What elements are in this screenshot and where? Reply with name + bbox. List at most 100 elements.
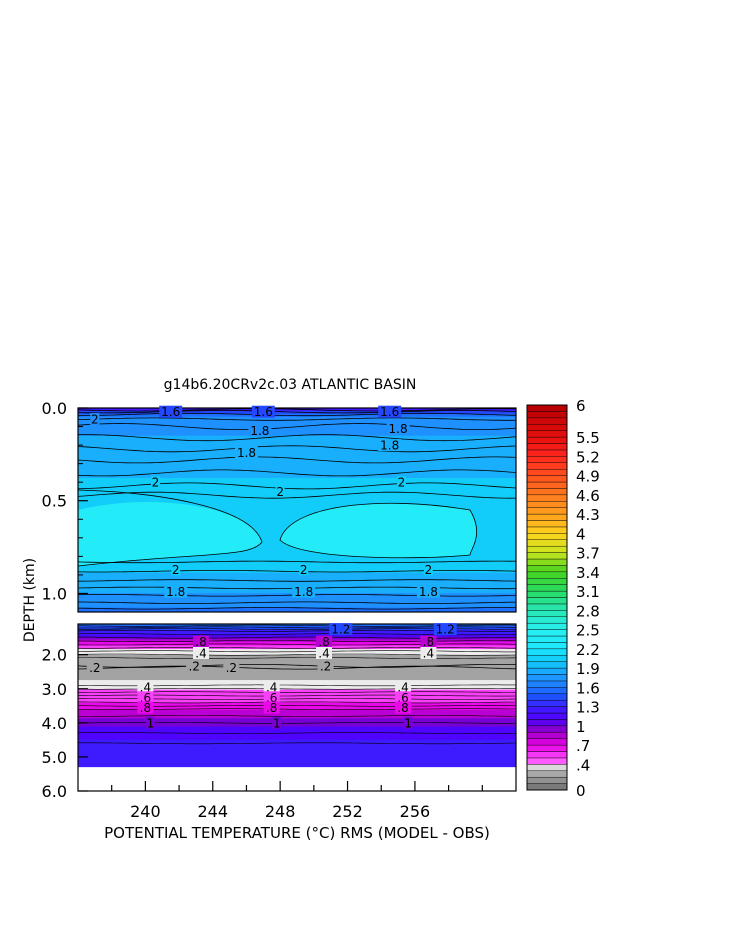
contour-label-bg <box>251 405 275 418</box>
colorbar-swatch <box>526 475 568 483</box>
y-axis-label: DEPTH (km) <box>22 558 38 642</box>
contour-label: .8 <box>266 701 277 715</box>
contour-label-bg <box>423 563 433 576</box>
contour-label: .4 <box>318 647 329 661</box>
contour-label-bg <box>248 424 272 437</box>
contour-label: 2 <box>172 563 180 577</box>
colorbar-swatch <box>526 751 568 759</box>
x-tick-label: 244 <box>197 802 228 821</box>
contour-label-bg <box>386 422 410 435</box>
colorbar-tick-label: 2.2 <box>576 641 600 659</box>
contour-label: 2 <box>152 476 160 490</box>
contour-label: 1.8 <box>380 439 399 453</box>
colorbar-tick-label: 1.9 <box>576 660 600 678</box>
colorbar-swatch <box>526 584 568 592</box>
colorbar-swatch <box>526 404 568 412</box>
colorbar-swatch <box>526 603 568 611</box>
contour-label-bg <box>263 681 280 694</box>
x-tick-label: 252 <box>332 802 363 821</box>
contour-label-bg <box>137 691 154 704</box>
colorbar-swatch <box>526 507 568 515</box>
contour-label: 1.8 <box>250 424 269 438</box>
contour-label-bg <box>272 716 282 729</box>
colorbar-swatch <box>526 520 568 528</box>
colorbar-frame <box>526 404 568 791</box>
contour-label-bg <box>193 635 209 648</box>
contour-label-bg <box>159 405 183 418</box>
colorbar-swatch <box>526 667 568 675</box>
colorbar-swatch <box>526 706 568 714</box>
x-tick-label: 256 <box>400 802 431 821</box>
colorbar-swatch <box>526 616 568 624</box>
contour-label-bg <box>193 647 209 659</box>
contour-label-bg <box>420 635 437 648</box>
colorbar-swatch <box>526 687 568 694</box>
colorbar-swatch <box>526 411 568 419</box>
colorbar-swatch <box>526 456 568 463</box>
colorbar-swatch <box>526 571 568 579</box>
contour-label-bg <box>90 413 100 426</box>
contour-label-bg <box>223 661 240 674</box>
contour-label: 1.8 <box>166 585 185 599</box>
contour-label: .8 <box>140 701 151 715</box>
contour-label-bg <box>263 701 280 714</box>
contour-label: 1.8 <box>237 446 256 460</box>
colorbar-tick-label: 2.8 <box>576 602 600 620</box>
colorbar-swatch <box>526 494 568 502</box>
x-axis-label: POTENTIAL TEMPERATURE (°C) RMS (MODEL - … <box>104 824 490 842</box>
colorbar-tick-label: 5.2 <box>576 448 600 466</box>
contour-label: 1.2 <box>331 623 350 637</box>
colorbar-tick-label: .7 <box>576 737 590 755</box>
y-tick-label: 3.0 <box>42 680 67 699</box>
contour-label-bg <box>420 647 437 659</box>
colorbar: 65.55.24.94.64.343.73.43.12.82.52.21.91.… <box>526 397 600 800</box>
contour-label: 1 <box>273 716 281 730</box>
colorbar-swatch <box>526 436 568 444</box>
contour-label: .2 <box>89 661 100 675</box>
colorbar-swatch <box>526 635 568 643</box>
colorbar-swatch <box>526 424 568 431</box>
colorbar-swatch <box>526 655 568 662</box>
colorbar-swatch <box>526 481 568 489</box>
y-tick-label: 5.0 <box>42 748 67 767</box>
colorbar-swatch <box>526 558 568 566</box>
colorbar-swatch <box>526 590 568 598</box>
x-tick-label: 240 <box>130 802 161 821</box>
contour-label-bg <box>186 659 203 672</box>
contour-label: .8 <box>318 635 329 649</box>
contour-label: 1.6 <box>254 405 273 419</box>
contour-label-bg <box>403 716 413 729</box>
colorbar-tick-label: 3.1 <box>576 583 600 601</box>
colorbar-swatch <box>526 622 568 630</box>
colorbar-tick-label: 1.6 <box>576 679 600 697</box>
contour-label-bg <box>137 681 154 694</box>
contour-label: 1.6 <box>380 405 399 419</box>
contour-label-bg <box>137 701 154 714</box>
contour-label-bg <box>416 585 440 598</box>
upper-panel-frame <box>77 407 517 613</box>
upper-panel-fill <box>78 408 516 612</box>
contour-label: .2 <box>226 661 237 675</box>
contour-label-bg <box>316 647 332 659</box>
contour-label-bg <box>317 659 334 672</box>
colorbar-swatch <box>526 770 568 778</box>
contour-label-bg <box>275 485 285 498</box>
colorbar-swatch <box>526 699 568 707</box>
contour-label-bg <box>263 691 280 704</box>
contour-label-bg <box>395 701 412 714</box>
contour-label-bg <box>395 691 412 704</box>
y-axis: 0.0 0.5 1.0 2.0 3.0 4.0 5.0 6.0 <box>42 399 88 801</box>
colorbar-tick-label: 4.6 <box>576 487 600 505</box>
contour-label: 1.2 <box>436 623 455 637</box>
y-tick-label: 2.0 <box>42 646 67 665</box>
colorbar-swatch <box>526 764 568 771</box>
colorbar-swatch <box>526 648 568 656</box>
colorbar-swatch <box>526 513 568 521</box>
y-tick-label: 1.0 <box>42 584 67 603</box>
contour-label-bg <box>171 563 181 576</box>
contour-label: .4 <box>266 681 277 695</box>
contour-label: .8 <box>423 635 434 649</box>
colorbar-swatch <box>526 776 568 784</box>
colorbar-swatch <box>526 680 568 688</box>
colorbar-swatch <box>526 712 568 720</box>
